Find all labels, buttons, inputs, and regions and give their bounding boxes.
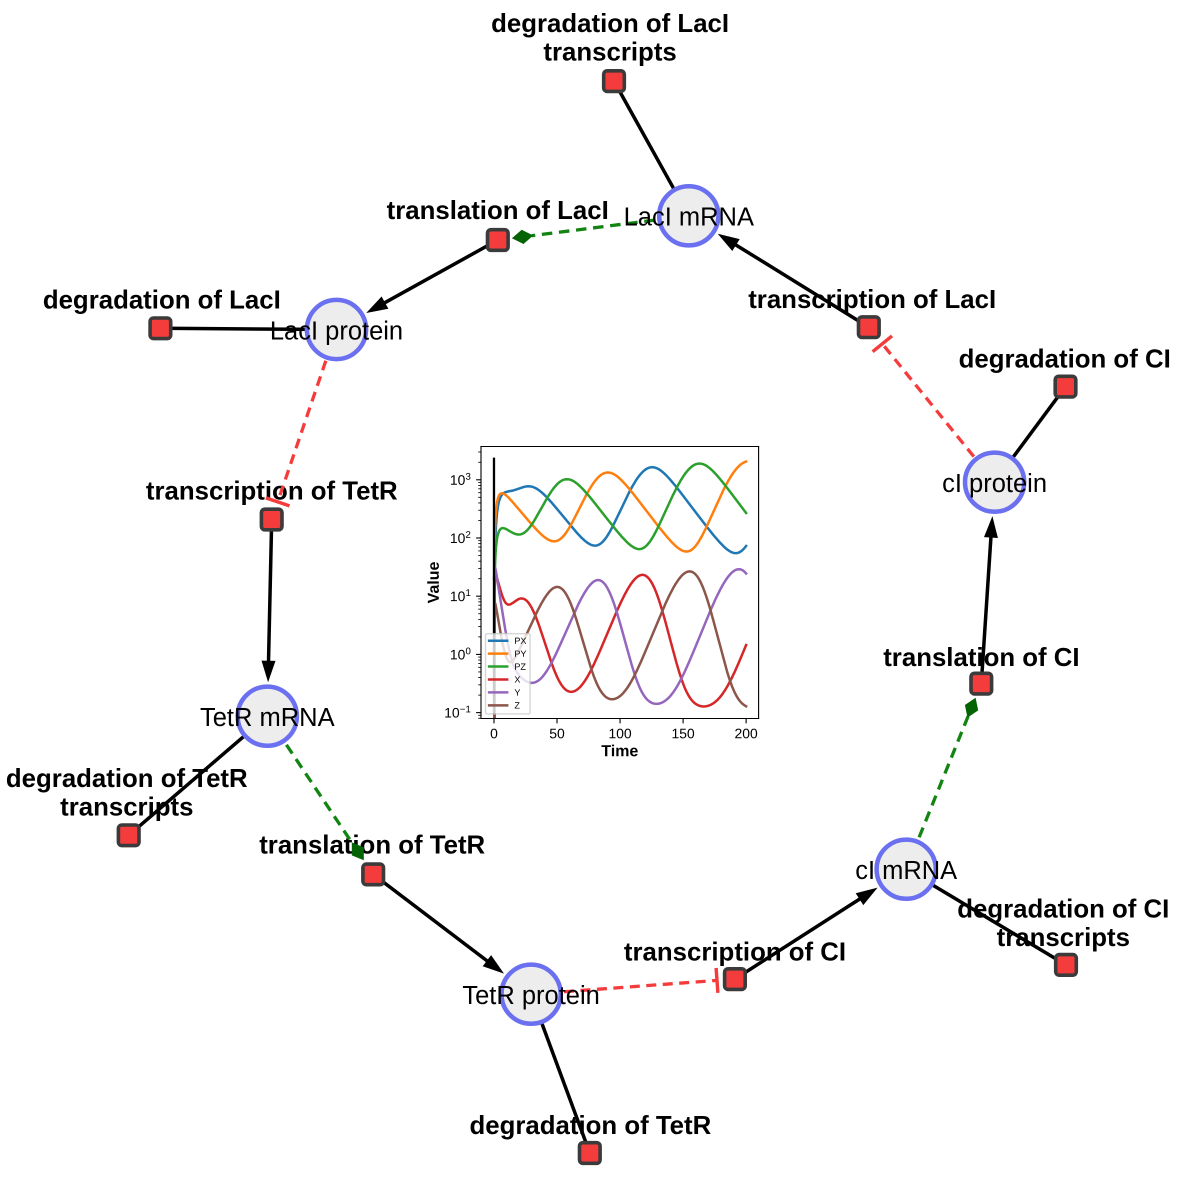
svg-text:degradation of TetR: degradation of TetR — [470, 1112, 712, 1140]
svg-text:degradation of LacI: degradation of LacI — [491, 10, 729, 38]
svg-text:cI protein: cI protein — [942, 470, 1047, 498]
svg-text:degradation of CI: degradation of CI — [959, 346, 1171, 374]
svg-text:degradation of LacI: degradation of LacI — [43, 286, 281, 314]
svg-text:degradation of TetR: degradation of TetR — [6, 765, 248, 793]
svg-text:translation of TetR: translation of TetR — [259, 832, 485, 860]
svg-text:transcripts: transcripts — [543, 38, 676, 66]
svg-text:TetR protein: TetR protein — [462, 982, 600, 1010]
svg-text:LacI mRNA: LacI mRNA — [624, 204, 754, 232]
svg-text:degradation of CI: degradation of CI — [957, 895, 1169, 923]
svg-text:cI mRNA: cI mRNA — [855, 857, 957, 885]
svg-text:transcription of CI: transcription of CI — [624, 939, 846, 967]
svg-text:LacI protein: LacI protein — [270, 317, 403, 345]
svg-text:TetR mRNA: TetR mRNA — [200, 704, 335, 732]
svg-text:transcripts: transcripts — [997, 924, 1130, 952]
svg-text:translation of LacI: translation of LacI — [387, 197, 609, 225]
svg-text:transcription of LacI: transcription of LacI — [748, 286, 996, 314]
